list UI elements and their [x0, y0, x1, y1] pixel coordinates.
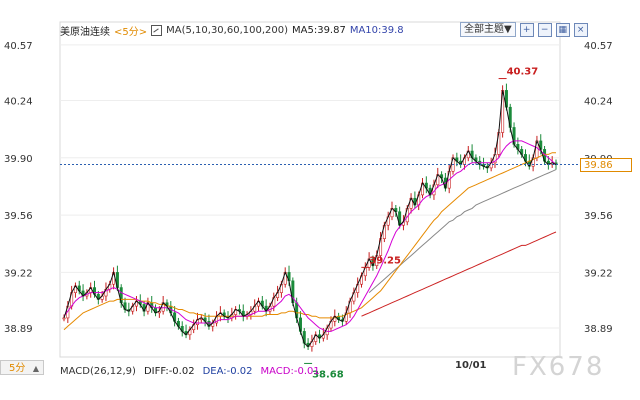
y-tick-label-right: 40.57 [584, 41, 613, 52]
watermark-logo: FX678 [512, 352, 605, 382]
annotation-label: 38.68 [312, 369, 344, 380]
theme-selector[interactable]: 全部主题▼ [460, 22, 516, 37]
grid-icon[interactable]: ▦ [555, 22, 570, 37]
macd-indicator: MACD(26,12,9) DIFF:-0.02 DEA:-0.02 MACD:… [60, 366, 320, 377]
annotation-label: 39.25 [369, 255, 401, 266]
close-icon[interactable]: × [573, 22, 588, 37]
ma10-value: MA10:39.8 [349, 24, 404, 36]
ma10-line [63, 140, 557, 332]
chart-toolbar: 全部主题▼ + − ▦ × [460, 22, 588, 37]
candlesticks [62, 83, 558, 352]
macd-dif: DIFF:-0.02 [143, 366, 195, 377]
moving-average-lines [63, 90, 557, 348]
macd-params: MACD(26,12,9) [60, 366, 136, 377]
y-tick-label-right: 40.24 [584, 96, 613, 107]
current-price-label: 39.86 [580, 157, 632, 172]
ma60-line [368, 169, 557, 293]
ma5-value: MA5:39.87 [292, 24, 346, 36]
dropdown-arrow-icon: ▲ [32, 364, 39, 373]
period-button-label: 5分 [9, 363, 26, 374]
annotation-label: 40.37 [507, 67, 539, 78]
plot-frame [59, 21, 561, 358]
ma30-line [63, 152, 556, 331]
ma5-line [63, 90, 557, 348]
instrument-name: 美原油连续 [60, 26, 110, 38]
y-tick-label-left: 39.90 [4, 154, 33, 165]
macd-value: MACD:-0.01 [260, 366, 320, 377]
period-label[interactable]: <5分> [114, 26, 148, 38]
y-tick-label-right: 39.56 [584, 211, 613, 222]
y-tick-label-left: 40.24 [4, 96, 33, 107]
y-tick-label-left: 38.89 [4, 324, 33, 335]
plus-box-icon[interactable]: + [519, 22, 534, 37]
y-tick-label-right: 38.89 [584, 324, 613, 335]
y-tick-label-left: 40.57 [4, 41, 33, 52]
y-tick-label-right: 39.22 [584, 268, 613, 279]
y-tick-label-left: 39.22 [4, 268, 33, 279]
grid-lines [59, 21, 561, 358]
macd-dea: DEA:-0.02 [202, 366, 253, 377]
ma200-line [361, 231, 557, 317]
price-annotations: 40.37 39.25 38.68 [304, 67, 539, 380]
y-axis-left: 40.57 40.24 39.90 39.56 39.22 38.89 [4, 41, 33, 335]
candle-body [62, 317, 66, 320]
period-button[interactable]: 5分 ▲ [0, 360, 44, 375]
ma-params: MA(5,10,30,60,100,200) [166, 24, 288, 36]
y-tick-label-left: 39.56 [4, 211, 33, 222]
date-label: 10/01 [455, 360, 487, 371]
chart-header: 美原油连续 <5分> MA(5,10,30,60,100,200) MA5:39… [60, 22, 404, 38]
ma-toggle-icon[interactable] [151, 24, 163, 36]
minus-box-icon[interactable]: − [537, 22, 552, 37]
